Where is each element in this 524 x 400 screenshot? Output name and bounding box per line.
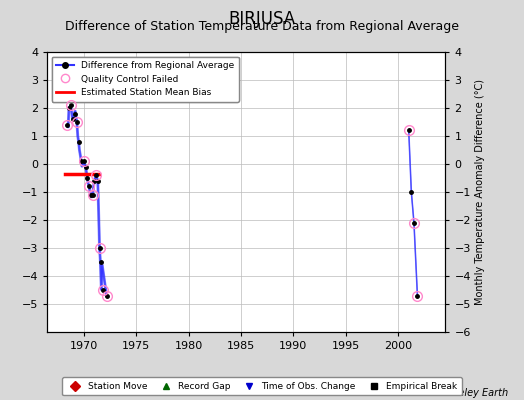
- Text: BIRJUSA: BIRJUSA: [228, 10, 296, 28]
- Y-axis label: Monthly Temperature Anomaly Difference (°C): Monthly Temperature Anomaly Difference (…: [475, 79, 485, 305]
- Text: Berkeley Earth: Berkeley Earth: [436, 388, 508, 398]
- Text: Difference of Station Temperature Data from Regional Average: Difference of Station Temperature Data f…: [65, 20, 459, 33]
- Legend: Difference from Regional Average, Quality Control Failed, Estimated Station Mean: Difference from Regional Average, Qualit…: [52, 56, 239, 102]
- Legend: Station Move, Record Gap, Time of Obs. Change, Empirical Break: Station Move, Record Gap, Time of Obs. C…: [62, 378, 462, 396]
